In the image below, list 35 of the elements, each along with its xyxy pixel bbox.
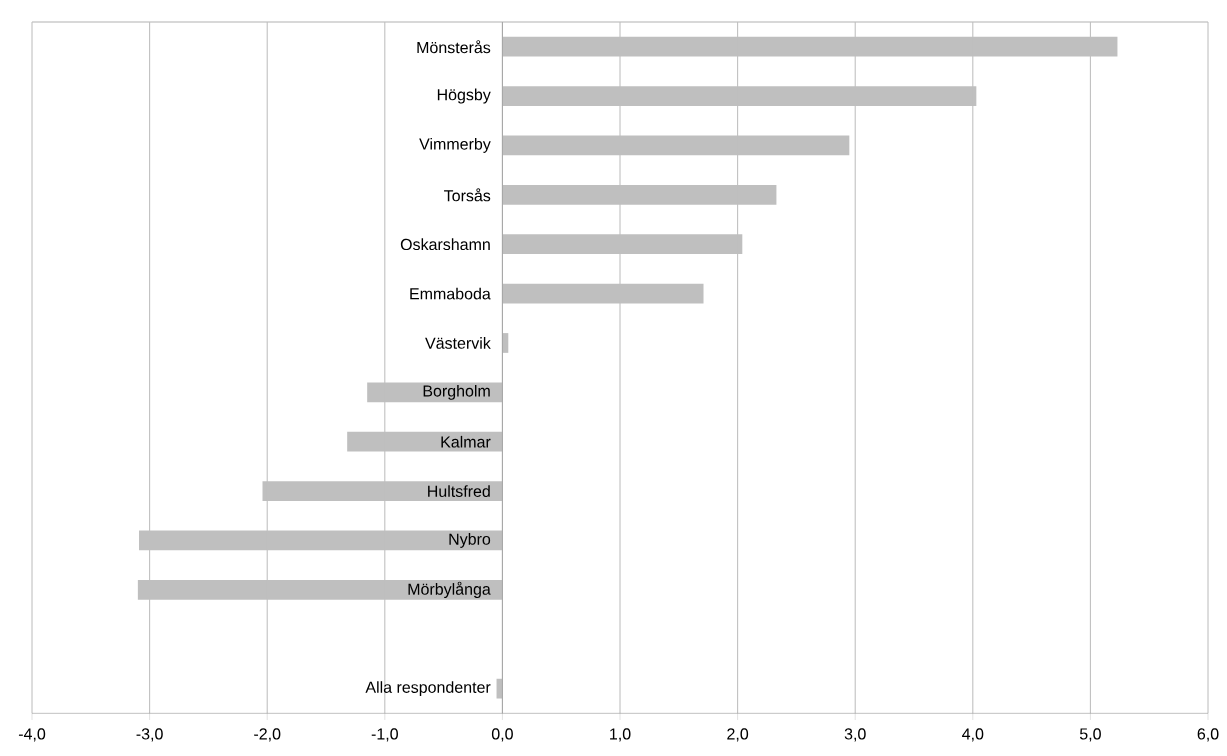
bar	[367, 382, 503, 403]
x-tick-label: 3,0	[844, 728, 866, 742]
y-tick-label: Västervik	[425, 337, 491, 349]
bar	[502, 283, 704, 304]
y-tick-label: Mönsterås	[417, 40, 491, 54]
bar	[139, 530, 503, 551]
bar	[137, 580, 503, 600]
y-tick-label: Hultsfred	[428, 485, 490, 497]
y-tick-label: Vimmerby	[419, 138, 491, 153]
x-tick-label: -3,0	[136, 728, 163, 742]
x-tick-label: -2,0	[254, 728, 281, 742]
y-tick-label: Kalmar	[441, 435, 491, 448]
x-tick-label: 2,0	[727, 728, 749, 742]
bar	[502, 234, 743, 255]
x-tick-label: 6,0	[1197, 728, 1219, 742]
x-tick-label: 1,0	[610, 728, 631, 742]
x-tick-label: 5,0	[1079, 728, 1101, 742]
bar	[502, 86, 977, 106]
y-tick-label: Torsås	[444, 188, 491, 202]
bar	[502, 184, 777, 205]
y-tick-label: Mörbylånga	[408, 581, 491, 598]
y-tick-label: Oskarshamn	[400, 238, 490, 251]
x-tick-label: 0,0	[491, 728, 513, 742]
x-tick-label: 4,0	[962, 728, 984, 742]
x-tick-label: -4,0	[18, 728, 46, 742]
bar	[347, 431, 503, 452]
y-tick-label: Alla respondenter	[365, 681, 491, 697]
x-tick-label: -1,0	[371, 728, 398, 742]
bar	[262, 481, 503, 501]
bar	[502, 135, 850, 156]
y-tick-label: Högsby	[437, 88, 491, 104]
y-tick-label: Borgholm	[423, 384, 490, 400]
y-tick-label: Nybro	[449, 533, 491, 548]
bar	[502, 36, 1118, 57]
y-tick-label: Emmaboda	[410, 287, 491, 300]
